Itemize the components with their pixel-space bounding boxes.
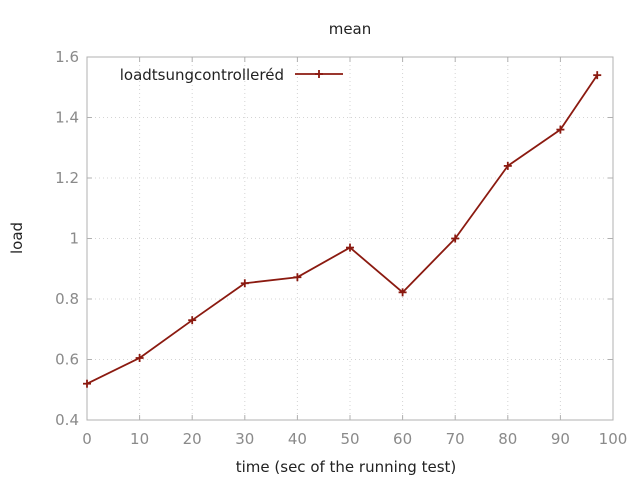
x-tick-label: 60 bbox=[393, 430, 412, 448]
x-tick-label: 100 bbox=[599, 430, 628, 448]
y-axis-label: load bbox=[8, 222, 26, 254]
series-line bbox=[86, 74, 598, 385]
legend-label: loadtsungcontrolleréd bbox=[120, 66, 284, 84]
data-point bbox=[293, 273, 302, 282]
data-point bbox=[593, 71, 602, 80]
x-tick-label: 40 bbox=[288, 430, 307, 448]
grid bbox=[87, 57, 613, 420]
y-tick-label: 0.4 bbox=[55, 411, 79, 429]
x-tick-label: 80 bbox=[498, 430, 517, 448]
data-point bbox=[240, 279, 249, 288]
x-tick-label: 50 bbox=[340, 430, 359, 448]
x-tick-label: 90 bbox=[551, 430, 570, 448]
y-tick-label: 0.6 bbox=[55, 351, 79, 369]
legend: loadtsungcontrolleréd bbox=[120, 66, 343, 84]
y-axis: 0.4 0.6 0.8 1 1.2 1.4 1.6 bbox=[55, 48, 613, 429]
y-tick-label: 1.2 bbox=[55, 169, 79, 187]
data-point bbox=[398, 288, 407, 297]
x-tick-label: 70 bbox=[446, 430, 465, 448]
x-tick-label: 30 bbox=[235, 430, 254, 448]
x-axis: 0 10 20 30 40 50 60 70 80 90 100 bbox=[82, 57, 627, 448]
data-point bbox=[503, 161, 512, 170]
chart-title: mean bbox=[329, 20, 372, 38]
series-group bbox=[83, 71, 602, 388]
data-point bbox=[135, 353, 144, 362]
data-point bbox=[451, 234, 460, 243]
y-tick-label: 1 bbox=[69, 230, 79, 248]
data-point bbox=[188, 316, 197, 325]
data-point bbox=[83, 379, 91, 388]
x-tick-label: 20 bbox=[183, 430, 202, 448]
x-tick-label: 10 bbox=[130, 430, 149, 448]
x-axis-label: time (sec of the running test) bbox=[236, 458, 457, 476]
x-tick-label: 0 bbox=[82, 430, 92, 448]
y-tick-label: 0.8 bbox=[55, 290, 79, 308]
y-tick-label: 1.4 bbox=[55, 109, 79, 127]
legend-marker bbox=[315, 70, 323, 78]
y-tick-label: 1.6 bbox=[55, 48, 79, 66]
data-point bbox=[346, 243, 354, 252]
data-point bbox=[556, 125, 565, 134]
